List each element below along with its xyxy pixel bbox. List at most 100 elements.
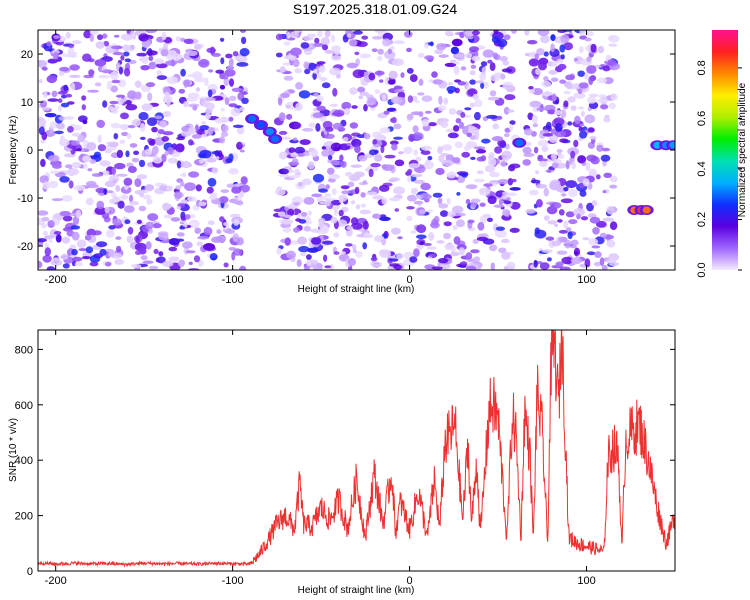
spectrogram-cell [465, 265, 477, 270]
spectrogram-cell [440, 121, 449, 128]
spectrogram-cell [99, 160, 111, 167]
spectrogram-cell [354, 186, 360, 195]
spectrogram-cell [71, 248, 78, 256]
spectrogram-cell [388, 258, 399, 262]
spectrogram-cell [324, 265, 332, 269]
spectrogram-cell [84, 234, 92, 241]
spectrogram-cell [278, 112, 286, 122]
spectrogram-cell [119, 139, 126, 144]
spectrogram-cell [199, 125, 210, 131]
spectrogram-cell [331, 55, 342, 61]
spectrogram-cell [403, 146, 413, 155]
spectrogram-cell [188, 219, 200, 229]
spectrogram-cell [537, 158, 548, 162]
spectrogram-cell [135, 91, 142, 100]
spectrogram-cell [383, 110, 390, 115]
spectrogram-cell [134, 80, 142, 88]
spectrogram-cell [38, 238, 47, 243]
spectrogram-cell [452, 205, 464, 214]
spectrogram-cell [55, 234, 62, 243]
spectrogram-cell [288, 147, 296, 154]
spectrogram-cell [543, 51, 549, 57]
colorbar-tick-label: 0.4 [696, 161, 708, 176]
spectrogram-cell [470, 198, 481, 204]
spectrogram-cell [431, 266, 443, 270]
spectrogram-cell [76, 239, 87, 248]
spectrogram-cell [82, 163, 88, 169]
spectrogram-cell [559, 44, 566, 53]
spectrogram-cell [454, 141, 464, 149]
spectrogram-cell [154, 58, 165, 65]
spectrogram-cell [114, 162, 126, 170]
spectrogram-cell [148, 61, 157, 70]
spectrogram-cell [504, 94, 516, 101]
spectrogram-cell [456, 192, 461, 196]
spectrogram-cell [509, 120, 516, 125]
spectrogram-cell [438, 95, 443, 105]
spectrogram-cell [473, 256, 481, 263]
spectrogram-cell [286, 250, 296, 259]
spectrogram-cell [527, 40, 538, 45]
spectrogram-cell [87, 168, 93, 172]
spectrogram-cell [379, 79, 384, 83]
spectrogram-cell [333, 109, 345, 117]
spectrogram-cell [311, 193, 323, 198]
spectrogram-cell [183, 101, 189, 108]
spectrogram-cell [321, 149, 331, 157]
spectrogram-cell [41, 131, 48, 141]
spectrogram-cell [194, 44, 202, 50]
spectrogram-cell [192, 71, 203, 80]
spectrogram-cell [57, 91, 68, 95]
spectrogram-cell [355, 250, 363, 258]
spectrogram-cell [61, 94, 67, 99]
spectrogram-cell [529, 89, 535, 94]
spectrogram-cell [579, 123, 585, 127]
spectrogram-cell [131, 157, 140, 163]
spectrogram-cell [310, 148, 319, 158]
spectrogram-cell [127, 90, 137, 99]
snr-x-tick-label: 0 [407, 575, 413, 587]
spectrogram-cell [441, 144, 453, 151]
spectrogram-cell [69, 64, 80, 71]
spectrogram-cell [461, 151, 471, 158]
spectrogram-cell [480, 155, 487, 162]
spectrogram-cell [434, 49, 444, 55]
spectrogram-cell [407, 175, 412, 183]
snr-x-label: Height of straight line (km) [298, 585, 415, 596]
spectrogram-cell [318, 220, 325, 229]
spectrogram-cell [208, 69, 214, 73]
spectrogram-cell [381, 197, 388, 205]
spectrogram-cell [341, 190, 351, 195]
spectrogram-cell [386, 107, 397, 112]
spectrogram-cell [112, 179, 118, 184]
spectrogram-cell [85, 180, 97, 187]
spectrogram-cell [379, 127, 391, 134]
spectrogram-cell [382, 38, 391, 47]
spectrogram-cell [345, 171, 353, 177]
spectrogram-cell [56, 122, 65, 130]
spectrogram-cell [458, 212, 466, 217]
spectrogram-cell [374, 30, 385, 33]
spectrogram-cell [313, 92, 319, 97]
spectrogram-cell [432, 192, 443, 198]
spectrogram-cell [501, 194, 508, 200]
spectrogram-cell [114, 259, 125, 265]
spectrogram-cell [219, 37, 225, 42]
spectrogram-cell [564, 239, 572, 249]
spectrogram-cell [316, 95, 324, 102]
spectrogram-cell [275, 33, 283, 41]
spectrogram-cell [228, 103, 238, 108]
spectrogram-x-tick-label: -200 [45, 274, 67, 286]
spectrogram-cell [370, 257, 378, 262]
spectrogram-cell [573, 139, 579, 148]
spectrogram-cell [239, 30, 247, 33]
snr-background [38, 330, 675, 571]
spectrogram-cell [152, 223, 162, 229]
spectrogram-cell [144, 184, 155, 192]
spectrogram-cell [558, 236, 568, 243]
spectrogram-cell [359, 209, 371, 215]
spectrogram-cell [144, 30, 157, 34]
spectrogram-cell [138, 33, 149, 42]
spectrogram-cell [469, 135, 476, 140]
